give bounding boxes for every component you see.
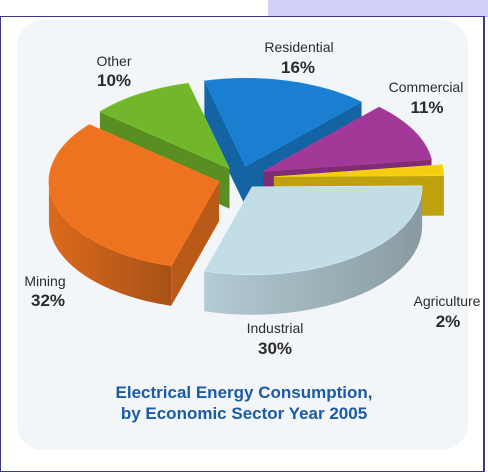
label-other: Other: [96, 53, 131, 69]
pie-slice-mining: [48, 124, 220, 306]
chart-title-line-1: Electrical Energy Consumption,: [115, 383, 373, 402]
value-other: 10%: [97, 71, 131, 90]
pie-slice-industrial: [203, 185, 423, 315]
label-agriculture: Agriculture: [414, 293, 481, 309]
value-commercial: 11%: [410, 98, 443, 117]
value-industrial: 30%: [258, 339, 292, 358]
value-agriculture: 2%: [436, 312, 461, 331]
chart-title-line-2: by Economic Sector Year 2005: [120, 404, 368, 423]
value-mining: 32%: [31, 291, 65, 310]
label-industrial: Industrial: [247, 320, 304, 336]
label-commercial: Commercial: [389, 79, 464, 95]
value-residential: 16%: [281, 58, 315, 77]
label-mining: Mining: [24, 273, 65, 289]
label-residential: Residential: [264, 39, 333, 55]
